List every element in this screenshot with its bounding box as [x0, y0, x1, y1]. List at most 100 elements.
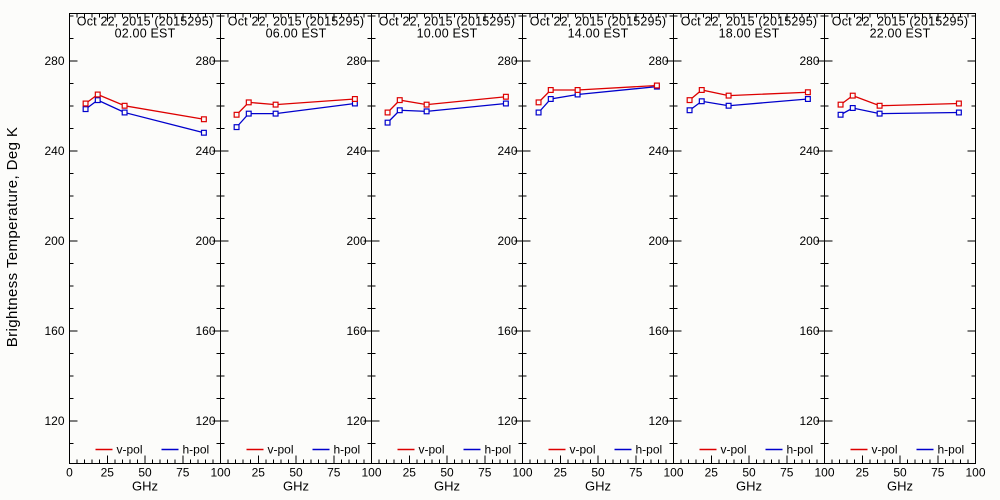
y-tick-label: 280	[799, 54, 819, 68]
x-axis-unit-label: GHz	[585, 479, 611, 494]
marker-h-pol	[82, 106, 89, 113]
series-line-v-pol	[85, 93, 204, 120]
marker-h-pol	[396, 107, 403, 114]
marker-v-pol	[686, 97, 693, 104]
y-tick-label: 200	[195, 234, 215, 248]
panel-title: Oct 22, 2015 (2015295)	[77, 15, 213, 29]
y-tick-label: 160	[195, 324, 215, 338]
x-tick-label: 0	[66, 466, 73, 480]
x-tick-label: 50	[138, 466, 152, 480]
panel-title: Oct 22, 2015 (2015295)	[681, 15, 817, 29]
series-line-h-pol	[236, 102, 355, 128]
marker-v-pol	[200, 116, 207, 123]
x-axis-unit-label: GHz	[887, 479, 913, 494]
legend-label-h-pol: h-pol	[938, 443, 965, 457]
marker-v-pol	[837, 101, 844, 108]
legend-label-h-pol: h-pol	[485, 443, 512, 457]
panel-title: Oct 22, 2015 (2015295)	[379, 15, 515, 29]
x-tick-label: 25	[403, 466, 417, 480]
y-tick-label: 240	[195, 144, 215, 158]
panel-2: 25 50 75 100 120 160 200 240 280 GHz Oct 22, 2015 …	[195, 13, 382, 494]
legend: v-pol h-pol	[397, 443, 512, 457]
panel-4: 25 50 75 100 120 160 200 240 280 GHz Oct 22, 2015 …	[497, 13, 684, 494]
marker-v-pol	[233, 111, 240, 118]
series-line-v-pol	[387, 96, 506, 113]
marker-h-pol	[233, 124, 240, 131]
panel-border	[824, 13, 976, 464]
x-tick-label: 25	[705, 466, 719, 480]
x-axis-unit-label: GHz	[736, 479, 762, 494]
panel-subtitle: 06.00 EST	[266, 27, 327, 41]
y-tick-label: 120	[44, 414, 64, 428]
y-tick-label: 200	[44, 234, 64, 248]
marker-h-pol	[547, 95, 554, 102]
x-tick-label: 25	[252, 466, 266, 480]
series-line-v-pol	[689, 89, 808, 101]
marker-h-pol	[535, 109, 542, 116]
marker-h-pol	[245, 110, 252, 117]
x-tick-label: 75	[629, 466, 643, 480]
y-tick-label: 240	[346, 144, 366, 158]
x-axis-unit-label: GHz	[132, 479, 158, 494]
y-tick-label: 280	[44, 54, 64, 68]
marker-v-pol	[384, 109, 391, 116]
y-tick-label: 200	[497, 234, 517, 248]
y-tick-label: 120	[346, 414, 366, 428]
legend-label-v-pol: v-pol	[117, 443, 143, 457]
legend-label-v-pol: v-pol	[419, 443, 445, 457]
series-line-v-pol	[840, 94, 959, 107]
y-tick-label: 160	[44, 324, 64, 338]
marker-v-pol	[876, 102, 883, 109]
marker-h-pol	[384, 119, 391, 126]
x-tick-label: 25	[101, 466, 115, 480]
marker-v-pol	[849, 92, 856, 99]
x-tick-label: 50	[893, 466, 907, 480]
y-tick-label: 120	[799, 414, 819, 428]
series-line-h-pol	[689, 98, 808, 111]
legend-label-h-pol: h-pol	[636, 443, 663, 457]
marker-v-pol	[698, 86, 705, 93]
legend-label-v-pol: v-pol	[570, 443, 596, 457]
marker-v-pol	[82, 100, 89, 107]
x-tick-label: 50	[440, 466, 454, 480]
marker-h-pol	[849, 104, 856, 111]
series-line-v-pol	[236, 98, 355, 116]
series-line-h-pol	[387, 102, 506, 124]
y-tick-label: 280	[648, 54, 668, 68]
marker-v-pol	[804, 89, 811, 96]
marker-v-pol	[245, 99, 252, 106]
legend-label-v-pol: v-pol	[268, 443, 294, 457]
legend: v-pol h-pol	[850, 443, 965, 457]
marker-h-pol	[955, 109, 962, 116]
marker-v-pol	[94, 91, 101, 98]
marker-v-pol	[535, 99, 542, 106]
y-tick-label: 160	[497, 324, 517, 338]
y-tick-label: 120	[497, 414, 517, 428]
marker-v-pol	[653, 82, 660, 89]
y-tick-label: 120	[648, 414, 668, 428]
marker-v-pol	[502, 93, 509, 100]
marker-v-pol	[547, 86, 554, 93]
x-tick-label: 100	[361, 466, 381, 480]
marker-h-pol	[686, 107, 693, 114]
x-axis-unit-label: GHz	[434, 479, 460, 494]
y-tick-label: 240	[497, 144, 517, 158]
y-tick-label: 200	[346, 234, 366, 248]
x-tick-label: 50	[289, 466, 303, 480]
marker-h-pol	[423, 108, 430, 115]
legend: v-pol h-pol	[548, 443, 663, 457]
panel-subtitle: 22.00 EST	[870, 27, 931, 41]
x-tick-label: 75	[478, 466, 492, 480]
y-tick-label: 280	[497, 54, 517, 68]
x-tick-label: 100	[512, 466, 532, 480]
y-tick-label: 160	[346, 324, 366, 338]
legend-label-h-pol: h-pol	[334, 443, 361, 457]
marker-h-pol	[502, 100, 509, 107]
series-line-h-pol	[538, 85, 657, 113]
legend-label-v-pol: v-pol	[872, 443, 898, 457]
panel-subtitle: 18.00 EST	[719, 27, 780, 41]
legend-label-h-pol: h-pol	[787, 443, 814, 457]
panel-subtitle: 14.00 EST	[568, 27, 629, 41]
x-tick-label: 100	[814, 466, 834, 480]
